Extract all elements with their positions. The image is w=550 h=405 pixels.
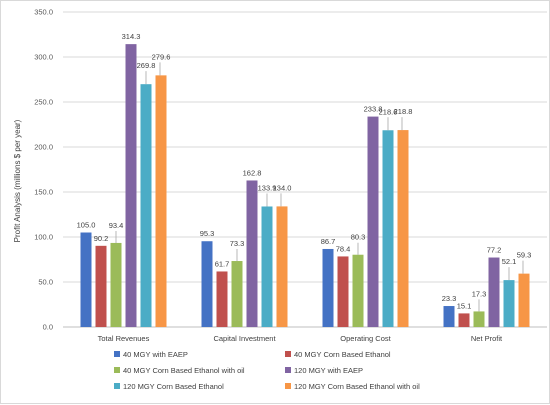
y-tick-label: 200.0 (34, 143, 53, 152)
legend-swatch (114, 383, 120, 389)
legend-swatch (285, 383, 291, 389)
legend-label: 40 MGY Corn Based Ethanol with oil (123, 366, 245, 375)
data-label: 73.3 (230, 239, 245, 248)
bar (367, 116, 379, 327)
bar (201, 241, 213, 327)
legend-swatch (285, 351, 291, 357)
legend-item: 120 MGY with EAEP (285, 366, 363, 375)
data-label: 218.6 (379, 107, 398, 116)
bar (382, 130, 394, 327)
data-label: 279.6 (152, 52, 171, 61)
data-label: 105.0 (77, 221, 96, 230)
legend-label: 40 MGY with EAEP (123, 350, 188, 359)
bar (231, 261, 243, 327)
legend-item: 40 MGY Corn Based Ethanol with oil (114, 366, 245, 375)
data-label: 17.3 (472, 289, 487, 298)
data-label: 218.8 (394, 107, 413, 116)
bar (246, 180, 258, 327)
data-label: 314.3 (122, 32, 141, 41)
legend-swatch (114, 367, 120, 373)
legend-item: 120 MGY Corn Based Ethanol with oil (285, 382, 420, 391)
data-label: 80.3 (351, 233, 366, 242)
y-tick-label: 50.0 (38, 278, 53, 287)
data-label: 162.8 (243, 168, 262, 177)
data-label: 134.0 (273, 183, 292, 192)
x-category-label: Total Revenues (98, 334, 150, 343)
bar (443, 306, 455, 327)
y-tick-label: 100.0 (34, 233, 53, 242)
bar (216, 271, 228, 327)
bar (125, 44, 137, 327)
bar (110, 242, 122, 327)
bar (337, 256, 349, 327)
y-tick-label: 350.0 (34, 8, 53, 17)
data-label: 90.2 (94, 234, 109, 243)
bar (473, 311, 485, 327)
bar (322, 248, 334, 327)
x-category-label: Net Profit (471, 334, 503, 343)
legend-item: 40 MGY with EAEP (114, 350, 188, 359)
data-label: 86.7 (321, 237, 336, 246)
bar (261, 206, 273, 327)
bar (488, 257, 500, 327)
legend-label: 40 MGY Corn Based Ethanol (294, 350, 391, 359)
legend-label: 120 MGY with EAEP (294, 366, 363, 375)
bar (518, 273, 530, 327)
legend-item: 40 MGY Corn Based Ethanol (285, 350, 391, 359)
data-label: 59.3 (517, 251, 532, 260)
bars (80, 44, 530, 328)
bar (95, 245, 107, 327)
bar (276, 206, 288, 327)
data-label: 61.7 (215, 259, 230, 268)
y-axis-ticks: 0.0 50.0 100.0 150.0 200.0 250.0 300.0 350.0 (34, 8, 53, 332)
bar (80, 232, 92, 327)
bar (352, 254, 364, 327)
data-label: 23.3 (442, 294, 457, 303)
x-category-label: Capital Investment (213, 334, 276, 343)
data-label: 95.3 (200, 229, 215, 238)
bar (503, 280, 515, 327)
bar (140, 84, 152, 328)
data-label: 52.1 (502, 257, 517, 266)
x-category-label: Operating Cost (340, 334, 391, 343)
data-label: 133.9 (258, 183, 277, 192)
y-tick-label: 250.0 (34, 98, 53, 107)
data-label: 233.8 (364, 105, 383, 114)
legend-swatch (114, 351, 120, 357)
data-label-leaders (115, 62, 524, 312)
data-label: 269.8 (137, 61, 156, 70)
y-tick-label: 300.0 (34, 53, 53, 62)
bar (155, 75, 167, 327)
y-tick-label: 150.0 (34, 188, 53, 197)
legend-item: 120 MGY Corn Based Ethanol (114, 382, 224, 391)
data-label: 78.4 (336, 244, 351, 253)
x-axis-categories: Total Revenues Capital Investment Operatin… (98, 334, 503, 343)
data-label: 15.1 (457, 301, 472, 310)
y-axis-title: Profit Analysis (millions $ per year) (13, 119, 22, 242)
data-label: 93.4 (109, 221, 124, 230)
legend: 40 MGY with EAEP 40 MGY Corn Based Ethano… (114, 350, 420, 391)
data-label: 77.2 (487, 246, 502, 255)
y-tick-label: 0.0 (43, 323, 53, 332)
bar (458, 313, 470, 327)
legend-swatch (285, 367, 291, 373)
bar (397, 130, 409, 327)
legend-label: 120 MGY Corn Based Ethanol (123, 382, 224, 391)
legend-label: 120 MGY Corn Based Ethanol with oil (294, 382, 420, 391)
